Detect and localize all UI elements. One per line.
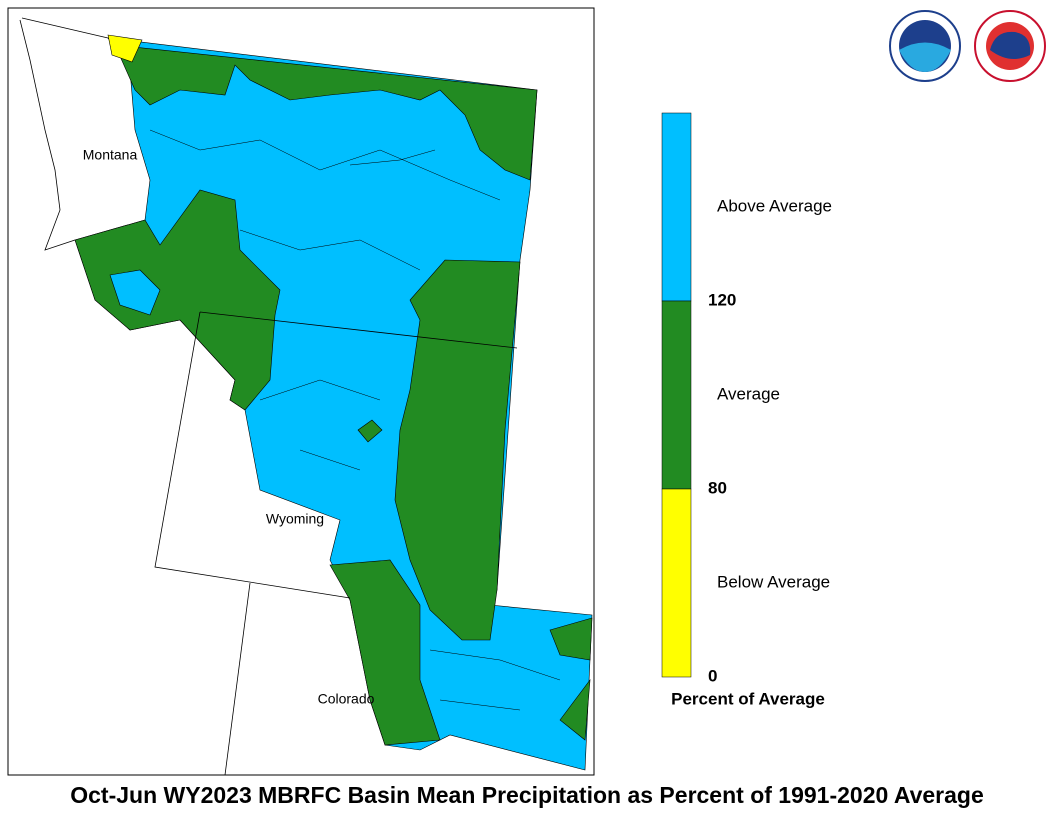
- legend-tick-label: 0: [708, 666, 717, 685]
- noaa-logo-wave: [899, 42, 951, 72]
- basin-region: [114, 44, 538, 181]
- legend-tick-label: 80: [708, 478, 727, 497]
- logos: [889, 10, 1046, 82]
- basin-region: [107, 34, 143, 63]
- legend-band: [661, 112, 692, 302]
- basin-region: [74, 189, 281, 411]
- basin-region: [109, 269, 161, 316]
- basin-boundary: [149, 129, 561, 711]
- legend-band-label: Above Average: [717, 196, 832, 215]
- basin-region: [329, 559, 441, 746]
- basin-region: [394, 259, 521, 641]
- map: Montana Wyoming Colorado: [19, 17, 593, 776]
- basin-region: [549, 617, 593, 741]
- state-label: Colorado: [318, 691, 375, 707]
- legend-tick-label: 120: [708, 290, 736, 309]
- state-label: Wyoming: [266, 511, 324, 527]
- chart-title: Oct-Jun WY2023 MBRFC Basin Mean Precipit…: [70, 782, 984, 808]
- legend-band-label: Average: [717, 384, 780, 403]
- legend-band: [661, 300, 692, 490]
- legend-band-label: Below Average: [717, 572, 830, 591]
- state-border: [19, 17, 518, 776]
- legend-band: [661, 488, 692, 678]
- legend: Above Average Average Below Average 120 80 0: [661, 112, 832, 685]
- legend-title: Percent of Average: [671, 689, 825, 708]
- state-label: Montana: [83, 147, 138, 163]
- nws-logo-cloud: [990, 31, 1031, 59]
- basin-region: [357, 419, 383, 443]
